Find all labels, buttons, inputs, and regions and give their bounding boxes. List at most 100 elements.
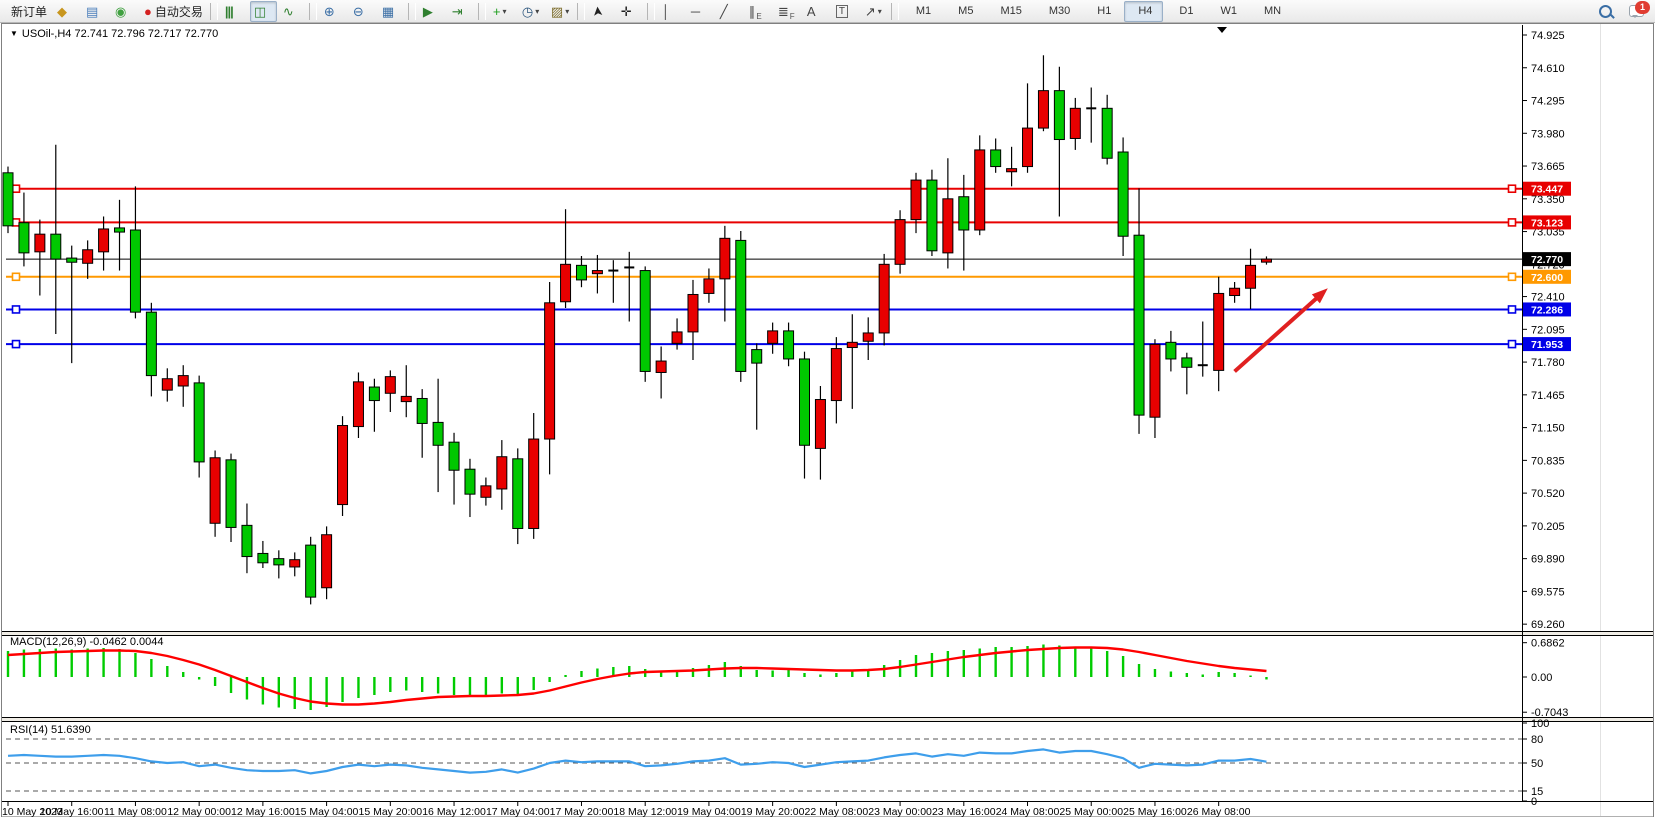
svg-text:69.260: 69.260 bbox=[1531, 619, 1565, 631]
icon-sub-letter: F bbox=[789, 11, 795, 21]
market-icon[interactable]: ◆ bbox=[53, 1, 80, 22]
auto-scroll-icon[interactable]: ▶ bbox=[419, 1, 446, 22]
chart-window[interactable]: 74.925 74.610 74.295 73.980 73.665 73.350 73.0… bbox=[0, 23, 1655, 829]
indicators-icon: + bbox=[492, 3, 501, 19]
new-order-button-label: 新订单 bbox=[11, 4, 48, 19]
crosshair-icon[interactable]: ✛ bbox=[617, 1, 644, 22]
periods-icon[interactable]: ◷ ▾ bbox=[518, 1, 545, 22]
bar-chart-icon[interactable]: ||| bbox=[221, 1, 248, 22]
chart-shift-marker[interactable] bbox=[1217, 27, 1227, 33]
tf-d1[interactable]: D1 bbox=[1165, 1, 1204, 22]
candle-body bbox=[50, 233, 62, 260]
tf-m1[interactable]: M1 bbox=[902, 1, 942, 22]
svg-text:72.600: 72.600 bbox=[1531, 272, 1563, 284]
toolbar-separator bbox=[209, 2, 218, 20]
channel-icon[interactable]: ∥ E bbox=[745, 1, 772, 22]
toolbar-separator bbox=[308, 2, 317, 20]
svg-text:73.350: 73.350 bbox=[1531, 194, 1565, 206]
line-chart-icon[interactable]: ∿ bbox=[279, 1, 306, 22]
open-chart-icon[interactable]: ▤ bbox=[82, 1, 109, 22]
macd-signal-line bbox=[7, 646, 1267, 706]
candle-body bbox=[209, 457, 221, 524]
svg-text:-0.7043: -0.7043 bbox=[1531, 707, 1568, 719]
chart-shift-icon[interactable]: ⇥ bbox=[448, 1, 475, 22]
arrows-icon[interactable]: ↗ ▾ bbox=[861, 1, 888, 22]
text-icon[interactable]: A bbox=[803, 1, 830, 22]
fibonacci-icon[interactable]: ≣ F bbox=[774, 1, 801, 22]
line-chart-icon: ∿ bbox=[282, 3, 294, 19]
svg-text:11 May 08:00: 11 May 08:00 bbox=[104, 806, 167, 818]
candle-body bbox=[400, 395, 412, 403]
candle-body bbox=[719, 237, 731, 280]
horizontal-line-icon: ─ bbox=[690, 3, 701, 19]
tf-mn[interactable]: MN bbox=[1250, 1, 1292, 22]
trendline-icon[interactable]: ╱ bbox=[716, 1, 743, 22]
tf-w1[interactable]: W1 bbox=[1206, 1, 1248, 22]
search-lens-icon bbox=[1599, 4, 1612, 18]
candle-body bbox=[352, 381, 364, 428]
candle-body bbox=[512, 458, 524, 529]
doji-body bbox=[624, 266, 635, 269]
line-endpoint-marker bbox=[11, 184, 21, 194]
chart-canvas[interactable]: 74.925 74.610 74.295 73.980 73.665 73.350 73.0… bbox=[0, 23, 1655, 829]
candle-body bbox=[1181, 357, 1193, 368]
vertical-line-icon[interactable]: │ bbox=[658, 1, 685, 22]
collapse-triangle-icon[interactable]: ▼ bbox=[10, 29, 18, 38]
dropdown-caret-icon: ▾ bbox=[877, 6, 882, 16]
tf-m5[interactable]: M5 bbox=[944, 1, 984, 22]
new-order-button[interactable]: 新订单 bbox=[4, 1, 51, 22]
candle-body bbox=[464, 468, 476, 495]
tf-m30[interactable]: M30 bbox=[1035, 1, 1081, 22]
candle-body bbox=[273, 558, 285, 566]
candle-body bbox=[1053, 90, 1065, 141]
tf-d1-label: D1 bbox=[1179, 5, 1194, 17]
autotrade-button[interactable]: ● 自动交易 bbox=[140, 1, 207, 22]
line-endpoint-marker bbox=[1507, 339, 1517, 349]
label-icon[interactable]: T bbox=[832, 1, 859, 22]
tf-m15[interactable]: M15 bbox=[986, 1, 1032, 22]
indicators-icon[interactable]: + ▾ bbox=[489, 1, 516, 22]
notification-badge: 1 bbox=[1635, 1, 1650, 14]
svg-text:23 May 00:00: 23 May 00:00 bbox=[868, 806, 932, 818]
candle-body bbox=[575, 264, 587, 281]
tile-windows-icon[interactable]: ▦ bbox=[378, 1, 405, 22]
chat-icon[interactable]: 1 bbox=[1622, 1, 1651, 22]
zoom-out-icon[interactable]: ⊖ bbox=[349, 1, 376, 22]
panel-separators[interactable] bbox=[2, 631, 1653, 817]
candle-body bbox=[1133, 234, 1145, 416]
candle-body bbox=[1149, 343, 1161, 418]
tf-h4[interactable]: H4 bbox=[1124, 0, 1164, 22]
candle-body bbox=[767, 330, 779, 344]
line-endpoint-marker bbox=[1507, 184, 1517, 194]
candle-body bbox=[894, 219, 906, 265]
text-icon: A bbox=[806, 3, 816, 19]
horizontal-line-icon[interactable]: ─ bbox=[687, 1, 714, 22]
candle-body bbox=[321, 534, 333, 589]
svg-text:19 May 04:00: 19 May 04:00 bbox=[677, 806, 741, 818]
doji-body bbox=[1197, 364, 1208, 367]
line-endpoint-marker bbox=[1507, 305, 1517, 314]
cursor-icon[interactable]: ➤ bbox=[588, 1, 615, 22]
macd-panel: 0.6862 0.00 -0.7043 bbox=[6, 638, 1568, 719]
svg-text:22 May 08:00: 22 May 08:00 bbox=[805, 806, 869, 818]
horizontal-lines[interactable] bbox=[6, 184, 1522, 349]
trend-arrow[interactable] bbox=[1233, 288, 1328, 373]
candle-body bbox=[830, 348, 842, 402]
tf-m30-label: M30 bbox=[1048, 5, 1071, 17]
zoom-in-icon[interactable]: ⊕ bbox=[320, 1, 347, 22]
main-toolbar: 新订单 ◆ ▤ ◉ ● 自动交易 ||| ◫ ∿ ⊕ ⊖ ▦ ▶ ⇥ + ▾ ◷ ▾ ▨ ▾ ➤ ✛ │ ─ ╱ ∥ E ≣ F A T ↗ ▾… bbox=[0, 0, 1655, 23]
icon-sub-letter: E bbox=[756, 11, 762, 21]
svg-text:73.447: 73.447 bbox=[1531, 184, 1563, 196]
svg-text:0: 0 bbox=[1531, 796, 1537, 808]
search-icon[interactable] bbox=[1593, 1, 1620, 22]
signals-icon[interactable]: ◉ bbox=[111, 1, 138, 22]
templates-icon[interactable]: ▨ ▾ bbox=[547, 1, 574, 22]
svg-text:15 May 04:00: 15 May 04:00 bbox=[295, 806, 359, 818]
tf-h1[interactable]: H1 bbox=[1083, 1, 1122, 22]
candlestick-chart-icon[interactable]: ◫ bbox=[249, 0, 277, 22]
dropdown-caret-icon: ▾ bbox=[535, 6, 540, 16]
svg-text:15 May 20:00: 15 May 20:00 bbox=[358, 806, 422, 818]
crosshair-icon: ✛ bbox=[620, 3, 632, 19]
candle-body bbox=[289, 559, 301, 568]
tile-windows-icon: ▦ bbox=[381, 3, 395, 19]
